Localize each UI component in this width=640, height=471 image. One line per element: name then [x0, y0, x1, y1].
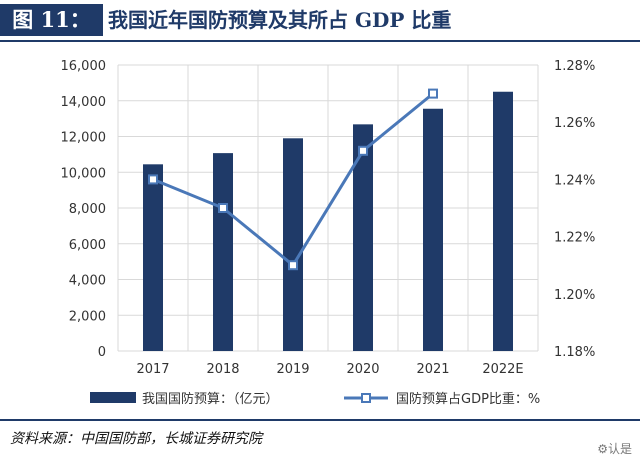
bar	[423, 108, 443, 351]
left-tick-label: 14,000	[61, 95, 107, 110]
x-tick-label: 2019	[276, 362, 309, 377]
header-rule	[0, 40, 640, 42]
bar	[283, 138, 303, 351]
bar-series	[143, 91, 513, 351]
x-tick-label: 2017	[136, 362, 169, 377]
bar	[213, 153, 233, 351]
left-tick-label: 10,000	[61, 166, 107, 181]
legend-swatch-marker	[361, 393, 371, 403]
line-marker	[148, 174, 158, 185]
legend-label-bar: 我国国防预算：（亿元）	[142, 391, 279, 407]
right-tick-label: 1.28%	[554, 59, 595, 74]
legend: 我国国防预算：（亿元） 国防预算占GDP比重：%	[90, 391, 540, 407]
right-tick-label: 1.26%	[554, 116, 595, 131]
line-marker	[218, 203, 228, 213]
right-axis-ticks: 1.18% 1.20% 1.22% 1.24% 1.26% 1.28%	[554, 59, 595, 360]
watermark: ⚙认是	[597, 442, 632, 456]
line-series	[148, 88, 438, 271]
bar	[143, 164, 163, 351]
left-tick-label: 12,000	[61, 131, 107, 146]
left-tick-label: 0	[98, 345, 106, 360]
bar	[353, 124, 373, 351]
figure-title: 我国近年国防预算及其所占 GDP 比重	[108, 8, 452, 32]
left-tick-label: 8,000	[69, 202, 106, 217]
right-tick-label: 1.24%	[554, 173, 595, 188]
right-tick-label: 1.22%	[554, 231, 595, 246]
x-tick-label: 2022E	[482, 362, 523, 377]
left-tick-label: 4,000	[69, 274, 106, 289]
left-tick-label: 2,000	[69, 309, 106, 324]
x-axis-ticks: 2017 2018 2019 2020 2021 2022E	[136, 362, 523, 377]
line-marker	[358, 145, 368, 156]
left-tick-label: 16,000	[61, 59, 107, 74]
source-note: 资料来源：中国国防部，长城证券研究院	[10, 431, 262, 447]
line-marker	[428, 88, 438, 99]
x-tick-label: 2018	[206, 362, 239, 377]
x-tick-label: 2020	[346, 362, 379, 377]
figure-header: 图 11： 我国近年国防预算及其所占 GDP 比重	[0, 0, 640, 40]
line-marker	[288, 260, 298, 271]
combo-chart: 0 2,000 4,000 6,000 8,000 10,000 12,000 14,000 1…	[61, 59, 596, 407]
legend-swatch-bar	[90, 392, 136, 403]
right-tick-label: 1.20%	[554, 288, 595, 303]
left-tick-label: 6,000	[69, 238, 106, 253]
x-tick-label: 2021	[416, 362, 449, 377]
footer-rule	[0, 419, 640, 421]
right-tick-label: 1.18%	[554, 345, 595, 360]
left-axis-ticks: 0 2,000 4,000 6,000 8,000 10,000 12,000 14,000 1…	[61, 59, 107, 360]
legend-label-line: 国防预算占GDP比重：%	[396, 391, 540, 407]
bar	[493, 91, 513, 351]
figure-number: 图 11：	[0, 4, 103, 36]
